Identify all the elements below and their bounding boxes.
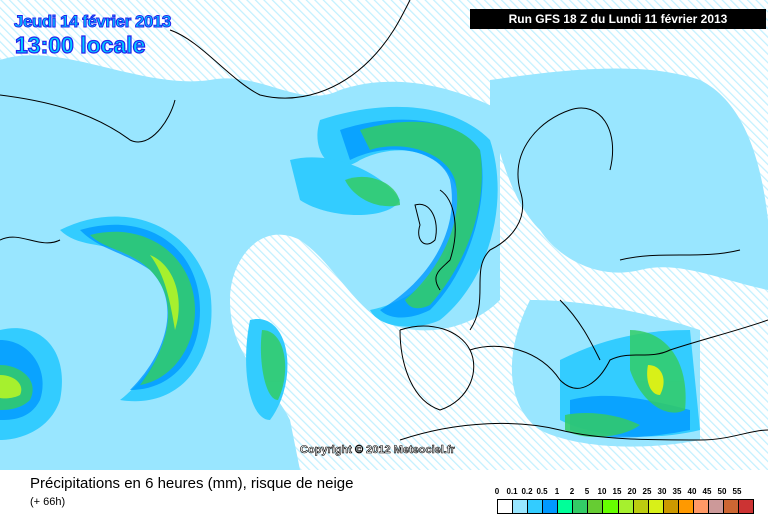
legend-label: 20 [627, 487, 637, 496]
legend-label: 50 [717, 487, 727, 496]
legend-label: 40 [687, 487, 697, 496]
legend-swatch [633, 500, 649, 513]
legend-label: 35 [672, 487, 682, 496]
legend-label: 45 [702, 487, 712, 496]
forecast-time: 13:00 locale [14, 31, 146, 58]
legend-swatch [739, 500, 754, 513]
legend-swatch [513, 500, 529, 513]
legend-label: 25 [642, 487, 652, 496]
legend-swatch [663, 500, 679, 513]
model-run-label: Run GFS 18 Z du Lundi 11 février 2013 [470, 9, 766, 29]
legend-swatch [498, 500, 514, 513]
coastlines [0, 0, 768, 441]
legend-label: 1 [554, 487, 560, 496]
map-title: Précipitations en 6 heures (mm), risque … [30, 475, 354, 492]
legend-swatch [693, 500, 709, 513]
copyright: Copyright © 2012 Meteociel.fr [300, 444, 455, 457]
legend-swatch [648, 500, 664, 513]
legend-label: 0.1 [506, 487, 518, 496]
legend-label: 5 [584, 487, 590, 496]
legend-label: 0.5 [536, 487, 548, 496]
legend-labels: 0 0.1 0.2 0.5 1 2 5 10 15 20 25 30 35 40 45 50 55 [495, 487, 765, 497]
intense-precip-core [0, 255, 664, 399]
legend-label: 2 [569, 487, 575, 496]
lead-time: (+ 66h) [30, 496, 66, 508]
legend-swatch [708, 500, 724, 513]
legend-swatch [588, 500, 604, 513]
footer: Précipitations en 6 heures (mm), risque … [0, 470, 768, 514]
legend-label: 0 [494, 487, 500, 496]
legend-label: 0.2 [521, 487, 533, 496]
legend-swatch [678, 500, 694, 513]
legend-swatch [573, 500, 589, 513]
legend-swatch [723, 500, 739, 513]
forecast-date: Jeudi 14 février 2013 [14, 12, 172, 32]
legend-label: 55 [732, 487, 742, 496]
legend-swatch [528, 500, 544, 513]
legend-swatch [543, 500, 559, 513]
legend-label: 15 [612, 487, 622, 496]
legend-label: 10 [597, 487, 607, 496]
legend-swatch [618, 500, 634, 513]
color-legend: 0 0.1 0.2 0.5 1 2 5 10 15 20 25 30 35 40 45 50 55 [495, 487, 765, 514]
legend-swatch [603, 500, 619, 513]
map-layer [0, 0, 768, 470]
legend-label: 30 [657, 487, 667, 496]
legend-swatch [558, 500, 574, 513]
precipitation-map: Jeudi 14 février 2013 13:00 locale Run G… [0, 0, 768, 470]
